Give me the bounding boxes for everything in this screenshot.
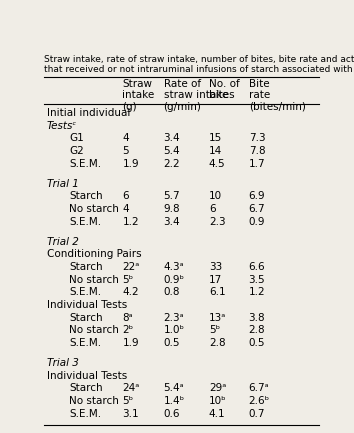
Text: G2: G2 (69, 146, 84, 156)
Text: 0.9: 0.9 (249, 216, 265, 226)
Text: Bite
rate
(bites/min): Bite rate (bites/min) (249, 79, 306, 112)
Text: No starch: No starch (69, 275, 119, 284)
Text: 5ᵇ: 5ᵇ (122, 396, 133, 406)
Text: 8ᵃ: 8ᵃ (122, 313, 133, 323)
Text: 2.3ᵃ: 2.3ᵃ (164, 313, 184, 323)
Text: 13ᵃ: 13ᵃ (209, 313, 226, 323)
Text: No starch: No starch (69, 204, 119, 214)
Text: 33: 33 (209, 262, 222, 272)
Text: 7.3: 7.3 (249, 133, 265, 143)
Text: 6.6: 6.6 (249, 262, 265, 272)
Text: Trial 2: Trial 2 (47, 237, 79, 247)
Text: 4.2: 4.2 (122, 288, 139, 297)
Text: Testsᶜ: Testsᶜ (47, 121, 77, 131)
Text: 3.8: 3.8 (249, 313, 265, 323)
Text: Initial individual: Initial individual (47, 108, 130, 118)
Text: S.E.M.: S.E.M. (69, 338, 101, 348)
Text: 4.3ᵃ: 4.3ᵃ (164, 262, 184, 272)
Text: 2.8: 2.8 (209, 338, 225, 348)
Text: Trial 3: Trial 3 (47, 358, 79, 368)
Text: 0.5: 0.5 (249, 338, 265, 348)
Text: 22ᵃ: 22ᵃ (122, 262, 140, 272)
Text: S.E.M.: S.E.M. (69, 216, 101, 226)
Text: Starch: Starch (69, 313, 103, 323)
Text: 1.2: 1.2 (249, 288, 265, 297)
Text: 0.7: 0.7 (249, 409, 265, 419)
Text: 1.9: 1.9 (122, 338, 139, 348)
Text: 9.8: 9.8 (164, 204, 180, 214)
Text: No. of
bites: No. of bites (209, 79, 240, 100)
Text: 4.1: 4.1 (209, 409, 225, 419)
Text: 6.9: 6.9 (249, 191, 265, 201)
Text: 0.9ᵇ: 0.9ᵇ (164, 275, 184, 284)
Text: 4: 4 (122, 133, 129, 143)
Text: 3.1: 3.1 (122, 409, 139, 419)
Text: 2.8: 2.8 (249, 325, 265, 335)
Text: 17: 17 (209, 275, 222, 284)
Text: 3.5: 3.5 (249, 275, 265, 284)
Text: 4: 4 (122, 204, 129, 214)
Text: Starch: Starch (69, 383, 103, 393)
Text: 0.8: 0.8 (164, 288, 180, 297)
Text: Individual Tests: Individual Tests (47, 371, 127, 381)
Text: S.E.M.: S.E.M. (69, 158, 101, 168)
Text: 4.5: 4.5 (209, 158, 225, 168)
Text: that received or not intraruminal infusions of starch associated with straw i: that received or not intraruminal infusi… (44, 65, 354, 74)
Text: 15: 15 (209, 133, 222, 143)
Text: 29ᵃ: 29ᵃ (209, 383, 226, 393)
Text: 1.0ᵇ: 1.0ᵇ (164, 325, 184, 335)
Text: No starch: No starch (69, 396, 119, 406)
Text: Straw
intake
(g): Straw intake (g) (122, 79, 155, 112)
Text: 1.9: 1.9 (122, 158, 139, 168)
Text: 5ᵇ: 5ᵇ (209, 325, 220, 335)
Text: Conditioning Pairs: Conditioning Pairs (47, 249, 142, 259)
Text: Starch: Starch (69, 191, 103, 201)
Text: 10: 10 (209, 191, 222, 201)
Text: Trial 1: Trial 1 (47, 179, 79, 189)
Text: Starch: Starch (69, 262, 103, 272)
Text: 24ᵃ: 24ᵃ (122, 383, 140, 393)
Text: No starch: No starch (69, 325, 119, 335)
Text: 14: 14 (209, 146, 222, 156)
Text: 6: 6 (122, 191, 129, 201)
Text: 10ᵇ: 10ᵇ (209, 396, 227, 406)
Text: 2ᵇ: 2ᵇ (122, 325, 133, 335)
Text: 6.7ᵃ: 6.7ᵃ (249, 383, 269, 393)
Text: 5ᵇ: 5ᵇ (122, 275, 133, 284)
Text: S.E.M.: S.E.M. (69, 288, 101, 297)
Text: 5.7: 5.7 (164, 191, 180, 201)
Text: 0.5: 0.5 (164, 338, 180, 348)
Text: 1.2: 1.2 (122, 216, 139, 226)
Text: 1.4ᵇ: 1.4ᵇ (164, 396, 185, 406)
Text: Straw intake, rate of straw intake, number of bites, bite rate and active fee: Straw intake, rate of straw intake, numb… (44, 55, 354, 64)
Text: Individual Tests: Individual Tests (47, 300, 127, 310)
Text: 2.2: 2.2 (164, 158, 180, 168)
Text: 6: 6 (209, 204, 216, 214)
Text: G1: G1 (69, 133, 84, 143)
Text: 2.6ᵇ: 2.6ᵇ (249, 396, 270, 406)
Text: 5.4ᵃ: 5.4ᵃ (164, 383, 184, 393)
Text: 3.4: 3.4 (164, 133, 180, 143)
Text: 2.3: 2.3 (209, 216, 225, 226)
Text: 0.6: 0.6 (164, 409, 180, 419)
Text: 5: 5 (122, 146, 129, 156)
Text: 6.1: 6.1 (209, 288, 225, 297)
Text: 3.4: 3.4 (164, 216, 180, 226)
Text: 6.7: 6.7 (249, 204, 265, 214)
Text: 5.4: 5.4 (164, 146, 180, 156)
Text: 7.8: 7.8 (249, 146, 265, 156)
Text: 1.7: 1.7 (249, 158, 265, 168)
Text: Rate of
straw intake
(g/min): Rate of straw intake (g/min) (164, 79, 228, 112)
Text: S.E.M.: S.E.M. (69, 409, 101, 419)
